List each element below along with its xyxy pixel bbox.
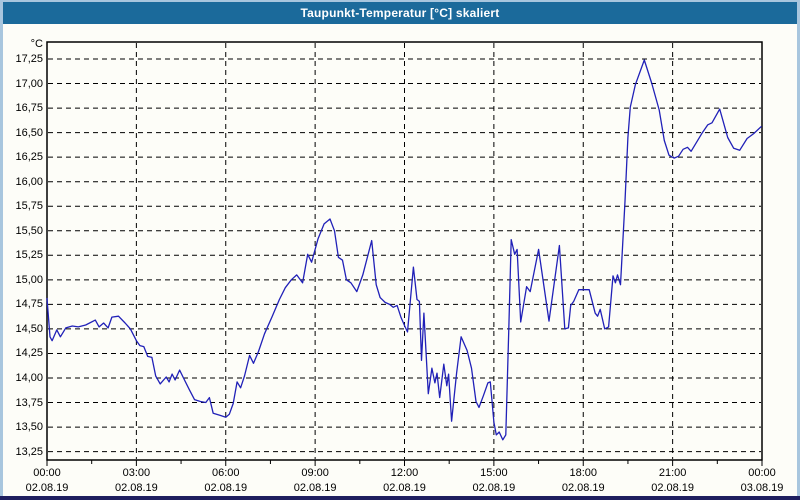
window-border-right [797,0,800,496]
x-axis-time-label: 21:00 [658,467,687,479]
x-axis-date-label: 02.08.19 [383,482,426,494]
title-bar: Taupunkt-Temperatur [°C] skaliert [3,2,797,24]
y-axis-label: 17,00 [15,77,43,90]
y-axis-label: 15,00 [15,273,43,286]
x-axis-date-label: 02.08.19 [472,482,516,494]
window-border-top [0,0,800,2]
y-axis-label: 15,50 [15,224,43,237]
y-axis-label: 14,50 [15,322,43,335]
y-axis-unit-label: °C [30,38,43,50]
x-axis-date-label: 02.08.19 [204,482,248,494]
y-axis-label: 14,00 [15,371,43,384]
x-axis-date-label: 03.08.19 [740,482,784,494]
y-axis-label: 13,75 [15,396,43,409]
x-axis-time-label: 03:00 [122,467,151,479]
x-axis-time-label: 18:00 [569,467,598,479]
x-axis-time-label: 00:00 [33,467,61,479]
window-border-bottom [0,496,800,500]
x-axis-date-label: 02.08.19 [114,482,158,494]
y-axis-label: 13,25 [15,445,43,458]
x-axis-date-label: 02.08.19 [561,482,605,494]
y-axis-label: 14,75 [15,298,43,311]
y-axis-label: 16,75 [15,102,43,115]
window-border-left [0,0,3,496]
chart-title: Taupunkt-Temperatur [°C] skaliert [300,6,500,20]
y-axis-label: 13,50 [15,421,43,434]
temperature-line [46,59,762,441]
y-axis-label: 15,75 [15,200,43,213]
y-axis-label: 15,25 [15,249,43,262]
x-axis-date-label: 02.08.19 [25,482,69,494]
y-axis-label: 16,25 [15,151,43,164]
x-axis-time-label: 15:00 [480,467,508,479]
y-axis-label: 14,25 [15,347,43,360]
x-axis-time-label: 12:00 [390,467,419,479]
x-axis-time-label: 09:00 [301,467,329,479]
x-axis-time-label: 06:00 [211,467,240,479]
y-axis-label: 17,25 [15,53,43,65]
x-axis-date-label: 02.08.19 [651,482,695,494]
x-axis-time-label: 00:00 [748,467,776,479]
y-axis-label: 16,50 [15,126,43,139]
x-axis-date-label: 02.08.19 [293,482,337,494]
y-axis-label: 16,00 [15,175,43,188]
